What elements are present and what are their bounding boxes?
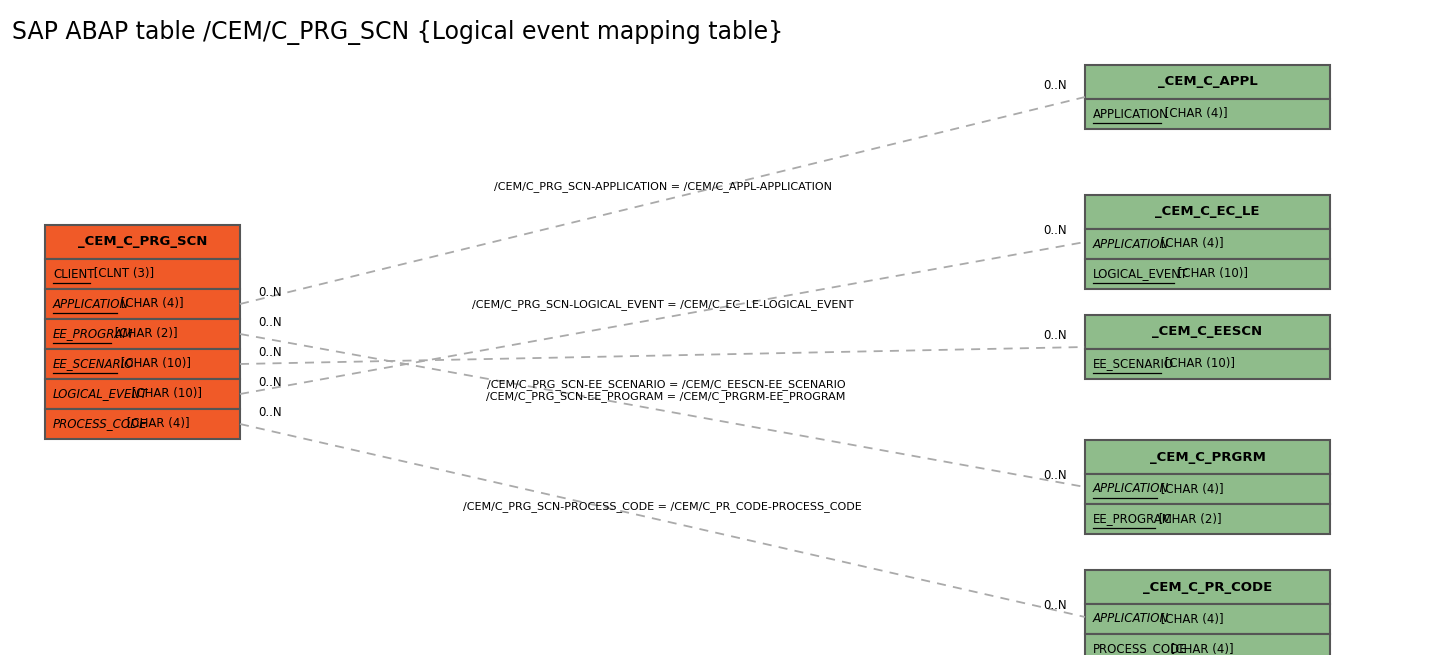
Bar bbox=[1085, 634, 1330, 655]
Text: 0..N: 0..N bbox=[1043, 79, 1066, 92]
Text: PROCESS_CODE: PROCESS_CODE bbox=[54, 417, 148, 430]
Text: _CEM_C_PRG_SCN: _CEM_C_PRG_SCN bbox=[78, 236, 207, 248]
Text: [CHAR (10)]: [CHAR (10)] bbox=[117, 358, 191, 371]
Text: EE_PROGRAM: EE_PROGRAM bbox=[54, 328, 133, 341]
Bar bbox=[1085, 99, 1330, 129]
Text: LOGICAL_EVENT: LOGICAL_EVENT bbox=[1093, 267, 1188, 280]
Bar bbox=[45, 379, 241, 409]
Text: [CHAR (4)]: [CHAR (4)] bbox=[1168, 643, 1235, 655]
Text: 0..N: 0..N bbox=[258, 316, 281, 329]
Bar bbox=[1085, 440, 1330, 474]
Bar bbox=[1085, 65, 1330, 99]
Text: EE_PROGRAM: EE_PROGRAM bbox=[1093, 512, 1172, 525]
Text: 0..N: 0..N bbox=[1043, 469, 1066, 482]
Text: [CHAR (4)]: [CHAR (4)] bbox=[123, 417, 190, 430]
Bar bbox=[1085, 504, 1330, 534]
Text: /CEM/C_PRG_SCN-EE_SCENARIO = /CEM/C_EESCN-EE_SCENARIO
  /CEM/C_PRG_SCN-EE_PROGRA: /CEM/C_PRG_SCN-EE_SCENARIO = /CEM/C_EESC… bbox=[480, 379, 846, 403]
Text: [CHAR (4)]: [CHAR (4)] bbox=[1161, 107, 1227, 121]
Bar bbox=[1085, 229, 1330, 259]
Bar bbox=[1085, 604, 1330, 634]
Text: APPLICATION: APPLICATION bbox=[54, 297, 129, 310]
Text: _CEM_C_APPL: _CEM_C_APPL bbox=[1158, 75, 1258, 88]
Bar bbox=[45, 319, 241, 349]
Text: EE_SCENARIO: EE_SCENARIO bbox=[54, 358, 135, 371]
Text: _CEM_C_PR_CODE: _CEM_C_PR_CODE bbox=[1143, 580, 1272, 593]
Text: /CEM/C_PRG_SCN-PROCESS_CODE = /CEM/C_PR_CODE-PROCESS_CODE: /CEM/C_PRG_SCN-PROCESS_CODE = /CEM/C_PR_… bbox=[464, 502, 862, 512]
Bar bbox=[1085, 570, 1330, 604]
Bar bbox=[45, 409, 241, 439]
Text: 0..N: 0..N bbox=[258, 346, 281, 359]
Bar bbox=[1085, 349, 1330, 379]
Text: /CEM/C_PRG_SCN-APPLICATION = /CEM/C_APPL-APPLICATION: /CEM/C_PRG_SCN-APPLICATION = /CEM/C_APPL… bbox=[494, 181, 832, 193]
Text: [CHAR (4)]: [CHAR (4)] bbox=[117, 297, 184, 310]
Text: 0..N: 0..N bbox=[1043, 599, 1066, 612]
Text: [CHAR (10)]: [CHAR (10)] bbox=[129, 388, 203, 400]
Bar bbox=[45, 225, 241, 259]
Text: [CHAR (2)]: [CHAR (2)] bbox=[112, 328, 178, 341]
Text: CLIENT: CLIENT bbox=[54, 267, 94, 280]
Text: _CEM_C_PRGRM: _CEM_C_PRGRM bbox=[1149, 451, 1265, 464]
Text: [CHAR (2)]: [CHAR (2)] bbox=[1155, 512, 1222, 525]
Bar bbox=[45, 259, 241, 289]
Text: [CHAR (10)]: [CHAR (10)] bbox=[1174, 267, 1248, 280]
Bar bbox=[1085, 474, 1330, 504]
Bar bbox=[1085, 195, 1330, 229]
Text: 0..N: 0..N bbox=[1043, 329, 1066, 342]
Text: PROCESS_CODE: PROCESS_CODE bbox=[1093, 643, 1188, 655]
Text: [CHAR (4)]: [CHAR (4)] bbox=[1156, 238, 1223, 250]
Bar bbox=[45, 289, 241, 319]
Bar bbox=[1085, 315, 1330, 349]
Text: 0..N: 0..N bbox=[258, 286, 281, 299]
Text: 0..N: 0..N bbox=[258, 406, 281, 419]
Text: _CEM_C_EC_LE: _CEM_C_EC_LE bbox=[1155, 206, 1259, 219]
Text: _CEM_C_EESCN: _CEM_C_EESCN bbox=[1152, 326, 1262, 339]
Text: EE_SCENARIO: EE_SCENARIO bbox=[1093, 358, 1174, 371]
Text: APPLICATION: APPLICATION bbox=[1093, 238, 1169, 250]
Text: [CLNT (3)]: [CLNT (3)] bbox=[90, 267, 155, 280]
Text: [CHAR (10)]: [CHAR (10)] bbox=[1161, 358, 1235, 371]
Bar bbox=[1085, 259, 1330, 289]
Text: /CEM/C_PRG_SCN-LOGICAL_EVENT = /CEM/C_EC_LE-LOGICAL_EVENT: /CEM/C_PRG_SCN-LOGICAL_EVENT = /CEM/C_EC… bbox=[472, 299, 853, 310]
Text: SAP ABAP table /CEM/C_PRG_SCN {Logical event mapping table}: SAP ABAP table /CEM/C_PRG_SCN {Logical e… bbox=[12, 20, 784, 45]
Text: 0..N: 0..N bbox=[258, 376, 281, 389]
Text: APPLICATION: APPLICATION bbox=[1093, 612, 1169, 626]
Text: LOGICAL_EVENT: LOGICAL_EVENT bbox=[54, 388, 148, 400]
Text: [CHAR (4)]: [CHAR (4)] bbox=[1156, 483, 1223, 495]
Text: APPLICATION: APPLICATION bbox=[1093, 107, 1169, 121]
Text: [CHAR (4)]: [CHAR (4)] bbox=[1156, 612, 1223, 626]
Text: APPLICATION: APPLICATION bbox=[1093, 483, 1169, 495]
Text: 0..N: 0..N bbox=[1043, 224, 1066, 237]
Bar bbox=[45, 349, 241, 379]
